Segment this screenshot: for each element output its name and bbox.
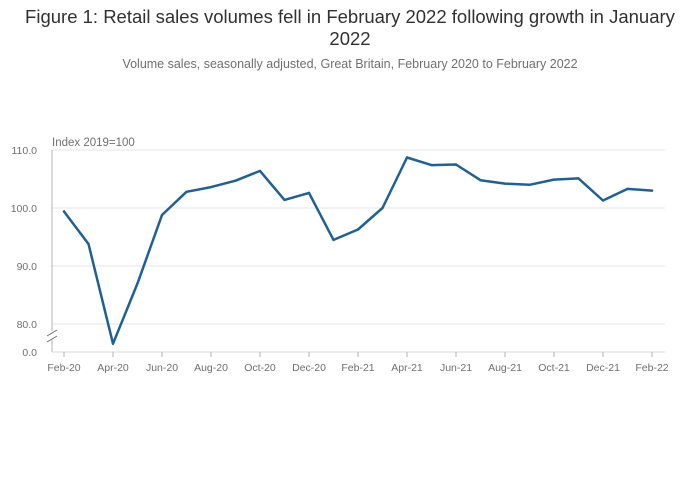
x-tick-label: Aug-21: [488, 362, 522, 374]
data-point[interactable]: [479, 179, 482, 182]
data-point[interactable]: [650, 189, 654, 192]
x-tick-label: Feb-22: [635, 362, 668, 374]
data-point[interactable]: [503, 182, 507, 185]
chart-title: Figure 1: Retail sales volumes fell in F…: [25, 6, 675, 49]
data-point[interactable]: [626, 187, 629, 191]
data-point[interactable]: [430, 163, 433, 167]
data-point[interactable]: [356, 228, 360, 231]
data-point[interactable]: [332, 238, 335, 242]
data-point[interactable]: [160, 213, 164, 217]
x-tick-label: Oct-20: [244, 362, 276, 374]
data-point[interactable]: [111, 342, 115, 345]
x-tick-label: Apr-20: [97, 362, 129, 374]
x-tick-label: Jun-20: [146, 362, 178, 374]
data-point[interactable]: [136, 282, 139, 285]
y-tick-label: 80.0: [17, 319, 38, 331]
data-point[interactable]: [577, 177, 580, 180]
series-layer: [62, 156, 654, 345]
series-line: [62, 156, 654, 345]
y-tick-label: 90.0: [17, 261, 38, 273]
data-point[interactable]: [381, 206, 384, 210]
data-point[interactable]: [405, 156, 409, 159]
x-tick-label: Dec-21: [586, 362, 620, 374]
data-point[interactable]: [87, 242, 90, 246]
x-tick-label: Feb-20: [47, 362, 80, 374]
x-tick-label: Apr-21: [391, 362, 423, 374]
gridlines: [52, 149, 665, 325]
x-tick-label: Dec-20: [292, 362, 326, 374]
data-point[interactable]: [552, 178, 556, 181]
data-point[interactable]: [601, 199, 605, 202]
y-tick-label: 100.0: [11, 203, 37, 215]
data-point[interactable]: [209, 185, 213, 189]
data-point[interactable]: [528, 183, 531, 186]
y-tick-label: 110.0: [12, 145, 38, 157]
y-axis-label: Index 2019=100: [52, 137, 135, 149]
data-point[interactable]: [454, 163, 458, 166]
tick-labels: 0.0 80.0 90.0 100.0 110.0 Index 2019=100 Feb-2…: [11, 137, 669, 374]
data-point[interactable]: [185, 190, 188, 193]
y-tick-label: 0.0: [22, 347, 37, 359]
axis-break-mark: [46, 329, 58, 337]
x-tick-label: Aug-20: [194, 362, 228, 374]
data-point[interactable]: [307, 191, 311, 195]
axes: [46, 150, 665, 357]
axis-break-mark: [46, 335, 58, 343]
data-point[interactable]: [234, 179, 237, 182]
x-tick-label: Feb-21: [341, 362, 374, 374]
data-point[interactable]: [258, 169, 262, 173]
chart-subtitle: Volume sales, seasonally adjusted, Great…: [122, 57, 578, 71]
x-tick-label: Jun-21: [440, 362, 472, 374]
data-point[interactable]: [283, 198, 286, 202]
x-tick-label: Oct-21: [538, 362, 570, 374]
data-point[interactable]: [62, 210, 66, 213]
